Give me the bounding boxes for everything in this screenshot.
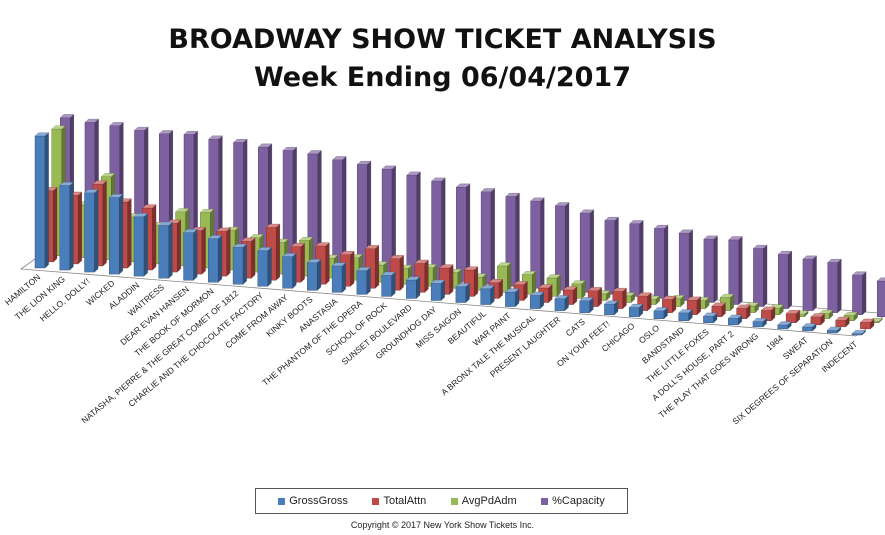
bar [604, 300, 619, 316]
bar [579, 209, 595, 293]
bar [282, 252, 297, 289]
bar [826, 326, 842, 334]
bar [777, 321, 792, 330]
bar [430, 279, 446, 301]
bar [183, 229, 198, 281]
bar [306, 258, 322, 291]
bar [752, 317, 767, 328]
bar [661, 295, 677, 313]
bar [785, 309, 801, 324]
bar [703, 235, 718, 303]
x-tick-label: 1984 [764, 333, 785, 353]
bar [612, 287, 627, 309]
bar [827, 258, 842, 313]
bar [406, 171, 421, 279]
copyright-notice: Copyright © 2017 New York Show Tickets I… [350, 520, 535, 530]
bar [257, 246, 272, 287]
bar [777, 250, 793, 309]
bar [727, 314, 743, 326]
bar [554, 202, 570, 291]
legend-item-avg-paid: AvgPdAdm [450, 495, 517, 507]
bar [629, 220, 644, 297]
bar [852, 271, 867, 316]
bar [736, 304, 751, 320]
legend-item-capacity: %Capacity [541, 495, 605, 507]
chart-legend: GrossGross TotalAttn AvgPdAdm %Capacity [255, 488, 628, 514]
legend-label: TotalAttn [383, 495, 427, 507]
x-tick-label: CATS [564, 316, 588, 338]
bar [405, 276, 421, 299]
bar [108, 193, 124, 275]
bar [628, 303, 644, 318]
bar [59, 181, 74, 271]
bar [802, 323, 817, 332]
bar [604, 216, 619, 295]
bar [34, 132, 49, 269]
legend-label: GrossGross [289, 495, 348, 507]
bar [480, 188, 496, 285]
chart-title: BROADWAY SHOW TICKET ANALYSIS [168, 24, 717, 55]
bar [760, 306, 776, 322]
bar [455, 283, 470, 303]
legend-item-gross: GrossGross [278, 495, 348, 507]
bar [860, 318, 875, 330]
bar [653, 224, 669, 299]
bar [554, 295, 569, 311]
bar [810, 313, 825, 326]
legend-swatch [541, 497, 549, 505]
bar [711, 302, 726, 318]
bar [678, 229, 694, 301]
bar [876, 277, 885, 317]
legend-swatch [450, 497, 458, 505]
bar [133, 213, 149, 277]
legend-label: %Capacity [552, 495, 605, 507]
bar [529, 291, 545, 309]
bar [158, 221, 173, 279]
bar [579, 297, 594, 314]
legend-label: AvgPdAdm [461, 495, 517, 507]
bar [678, 309, 693, 322]
bar [480, 285, 495, 305]
bar [851, 330, 866, 336]
legend-swatch [278, 497, 286, 505]
bar [381, 165, 397, 277]
bar [356, 266, 371, 295]
legend-item-attendance: TotalAttn [372, 495, 426, 507]
bar [835, 316, 850, 328]
bar [497, 262, 512, 293]
bar [753, 244, 768, 307]
bar [431, 177, 446, 281]
bar [505, 288, 520, 307]
bar [686, 296, 702, 316]
bar [802, 255, 817, 311]
bar [331, 262, 347, 293]
chart-subtitle: Week Ending 06/04/2017 [253, 62, 631, 93]
bar [84, 189, 99, 273]
bar [232, 243, 248, 285]
bar [728, 236, 743, 305]
legend-swatch [372, 497, 380, 505]
bar [381, 271, 396, 297]
bar [653, 307, 668, 320]
bar [207, 235, 223, 283]
bar [703, 312, 718, 324]
